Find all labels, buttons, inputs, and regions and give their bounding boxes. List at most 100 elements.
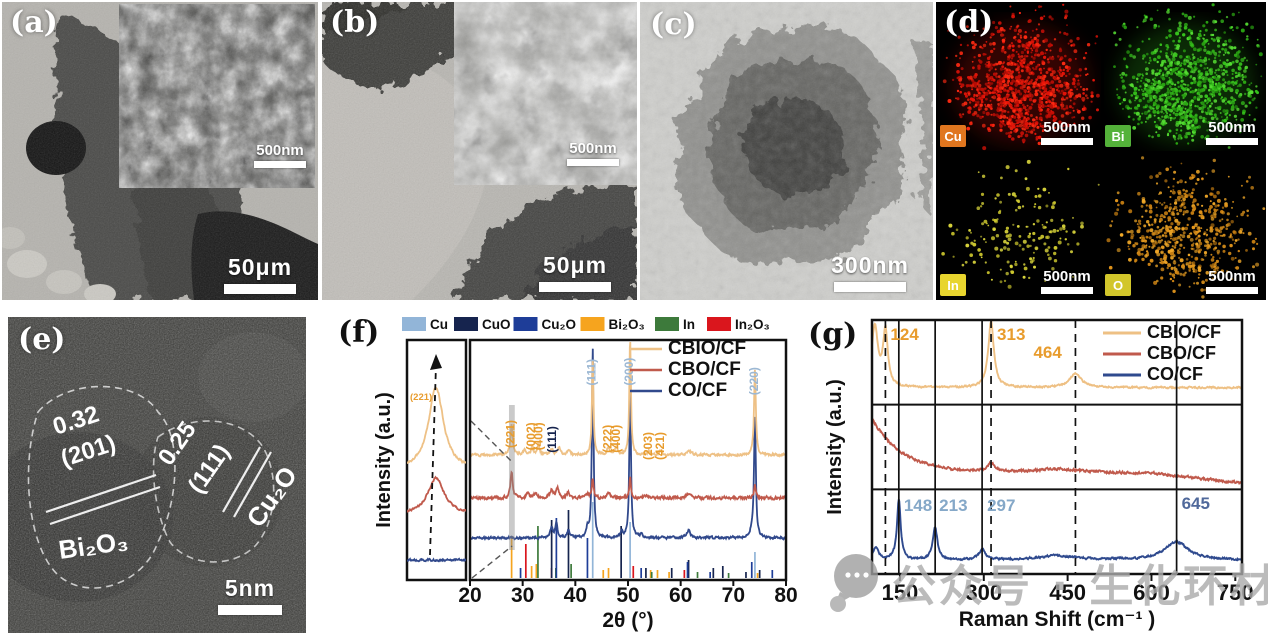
panel-e: 0.32 (201) Bi₂O₃ 0.25 (111) Cu₂O (e) 5nm <box>8 317 306 633</box>
sem-inset-a <box>119 4 315 188</box>
phase-chip-Cu₂O <box>513 317 538 331</box>
panel-c-label: (c) <box>650 7 697 42</box>
legend-label: CO/CF <box>668 380 727 401</box>
scale-bar-a-line <box>224 284 296 294</box>
scale-bar-eds-O: 500nm <box>1206 268 1258 294</box>
xrd-peak-label: (421) <box>653 432 667 460</box>
scale-bar-b-inset-label: 500nm <box>569 140 617 157</box>
phase-label: CuO <box>482 317 511 332</box>
xrd-curve-CBIO-CF <box>470 341 786 458</box>
legend-label: CBO/CF <box>1147 343 1216 363</box>
raman-peak-label: 148 <box>904 496 932 515</box>
scale-bar-c: 300nm <box>831 252 909 292</box>
phase-chip-In <box>655 317 679 331</box>
phase-chip-Cu <box>402 317 426 331</box>
scale-bar-eds-line <box>1041 287 1093 294</box>
scale-bar-c-line <box>834 282 907 292</box>
raman-plot-border <box>870 318 1244 576</box>
raman-curve-CBIO-CF <box>872 321 1242 390</box>
scale-bar-a-label: 50μm <box>227 254 293 280</box>
peak-shift-arrow <box>429 364 437 556</box>
eds-element-tag-Bi: Bi <box>1105 125 1131 147</box>
xrd-peak-label: (222) <box>601 425 615 453</box>
panel-b: (b) 500nm 50μm <box>322 2 637 300</box>
panel-g: (g) 124 313 464 148 213 297 645 CBIO/CF CBO/CF CO… <box>795 310 1268 639</box>
legend-label: CBIO/CF <box>1147 322 1221 342</box>
xrd-x-tick-label: 20 <box>458 584 481 607</box>
raman-peak-label: 124 <box>890 325 919 344</box>
hrtem-image-e: 0.32 (201) Bi₂O₃ 0.25 (111) Cu₂O <box>8 317 306 633</box>
xrd-x-tick-label: 60 <box>669 584 692 607</box>
xrd-peak-label: (400) <box>532 422 546 450</box>
xrd-x-tick-label: 80 <box>774 584 797 607</box>
xrd-curve-CBO-CF <box>470 470 786 502</box>
xrd-y-axis-title: Intensity (a.u.) <box>373 392 395 528</box>
phase-chip-In₂O₃ <box>707 317 731 331</box>
phase-label: In <box>683 317 695 332</box>
scale-bar-a-inset: 500nm <box>254 142 306 168</box>
scale-bar-b: 50μm <box>539 252 611 292</box>
legend-label: CBIO/CF <box>668 338 746 359</box>
scale-bar-b-label: 50μm <box>542 252 608 278</box>
raman-peak-label: 297 <box>987 496 1015 515</box>
lattice-fringe-right-2 <box>233 451 272 518</box>
scale-bar-b-inset: 500nm <box>567 140 619 166</box>
phase-label: In₂O₃ <box>735 317 770 332</box>
lattice-fringe-left-2 <box>49 485 161 526</box>
lattice-fringe-right <box>222 446 261 513</box>
raman-peak-label: 645 <box>1182 494 1210 513</box>
xrd-reference-sticks <box>510 502 774 578</box>
panel-d: Cu 500nm Bi 500nm In 500nm O 500nm (d) <box>936 2 1266 300</box>
crystal-outline-right <box>152 420 275 563</box>
panel-d-label: (d) <box>944 5 994 40</box>
scale-bar-e-line <box>218 605 282 615</box>
xrd-curve-CO-CF <box>470 348 786 542</box>
panel-e-label: (e) <box>18 322 66 357</box>
raman-y-axis-title: Intensity (a.u.) <box>824 379 846 515</box>
eds-element-tag-O: O <box>1105 274 1131 296</box>
xrd-x-axis-title: 2θ (°) <box>602 609 653 632</box>
xrd-inset-peak-label: (221) <box>410 392 432 403</box>
xrd-x-tick-label: 70 <box>722 584 745 607</box>
eds-dots-O <box>1106 156 1266 299</box>
panel-g-label: (g) <box>808 317 858 352</box>
phase-label: Cu₂O <box>542 317 577 332</box>
eds-dots-In <box>941 159 1100 289</box>
raman-x-tick-label: 450 <box>1049 580 1086 605</box>
eds-element-tag-In: In <box>940 274 966 296</box>
scale-bar-eds-label: 500nm <box>1208 268 1256 285</box>
xrd-peak-label: (203) <box>641 432 655 460</box>
xrd-peak-label: (221) <box>504 420 518 448</box>
raman-x-tick-label: 750 <box>1217 580 1254 605</box>
scale-bar-a-inset-label: 500nm <box>256 142 304 159</box>
scale-bar-eds-Cu: 500nm <box>1041 119 1093 145</box>
raman-peak-label: 313 <box>997 325 1025 344</box>
xrd-x-tick-label: 40 <box>564 584 587 607</box>
xrd-peak-label: (002) <box>524 422 538 450</box>
panel-f-label: (f) <box>338 315 380 350</box>
raman-peak-label: 213 <box>939 496 967 515</box>
xrd-peak-label: (200) <box>622 358 636 386</box>
panel-c: (c) 300nm <box>640 2 933 300</box>
lattice-fringe-left <box>45 473 157 514</box>
xrd-peak-label: (111) <box>585 359 599 386</box>
scale-bar-c-label: 300nm <box>831 252 909 278</box>
eds-dots-Bi <box>1113 3 1263 149</box>
scale-bar-eds-label: 500nm <box>1208 119 1256 136</box>
inset-connector-bottom <box>471 545 513 579</box>
scale-bar-a: 50μm <box>224 254 296 294</box>
eds-map-Cu: Cu 500nm <box>936 2 1101 151</box>
xrd-highlight-band <box>508 405 515 550</box>
eds-element-tag-Cu: Cu <box>940 125 966 147</box>
xrd-peak-label: (400) <box>609 425 623 453</box>
scale-bar-eds-Bi: 500nm <box>1206 119 1258 145</box>
phase-chip-CuO <box>454 317 478 331</box>
raman-curve-CBO-CF <box>872 417 1242 486</box>
eds-map-In: In 500nm <box>936 151 1101 300</box>
phase-chip-Bi₂O₃ <box>580 317 605 331</box>
raman-x-tick-label: 150 <box>882 580 919 605</box>
panel-a-label: (a) <box>10 5 58 40</box>
xrd-peak-label: (111) <box>545 426 559 453</box>
peak-shift-arrowhead <box>430 354 442 370</box>
